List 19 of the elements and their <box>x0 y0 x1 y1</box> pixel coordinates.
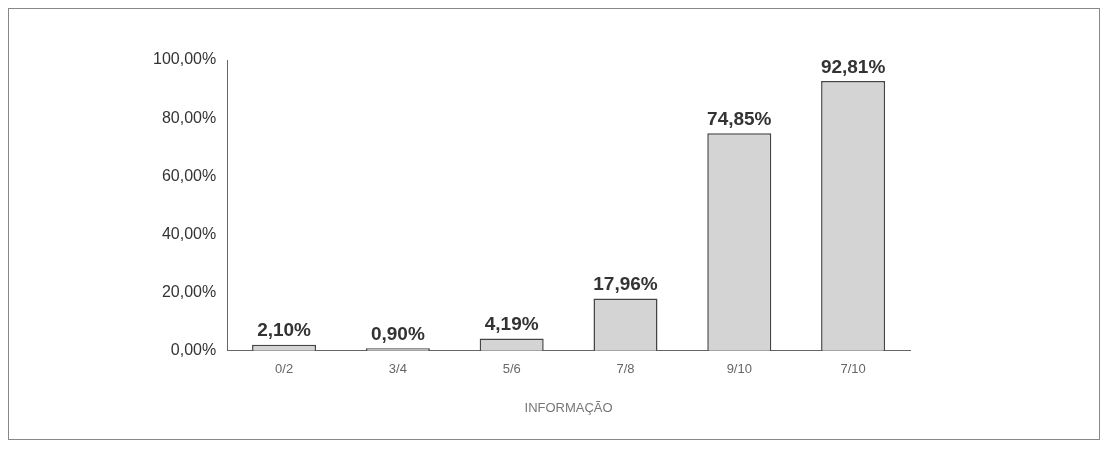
x-tick-label: 7/10 <box>840 361 866 377</box>
x-axis-title: INFORMAÇÃO <box>524 399 613 415</box>
data-label: 74,85% <box>707 107 772 129</box>
x-tick-label: 3/4 <box>388 361 407 377</box>
x-tick-label: 9/10 <box>726 361 752 377</box>
data-label: 92,81% <box>820 55 886 77</box>
data-label: 2,10% <box>257 319 312 341</box>
y-tick-label: 20,00% <box>161 283 217 301</box>
data-label: 0,90% <box>370 322 425 344</box>
y-tick-label: 0,00% <box>170 341 217 359</box>
data-label: 17,96% <box>593 273 658 295</box>
y-tick-label: 100,00% <box>152 50 217 68</box>
y-tick-label: 40,00% <box>161 224 217 242</box>
x-tick-label: 0/2 <box>275 361 294 377</box>
x-tick-label: 7/8 <box>616 361 635 377</box>
x-tick-label: 5/6 <box>502 361 521 377</box>
y-tick-label: 60,00% <box>161 166 217 184</box>
y-tick-label: 80,00% <box>161 108 217 126</box>
data-label: 4,19% <box>484 313 539 335</box>
